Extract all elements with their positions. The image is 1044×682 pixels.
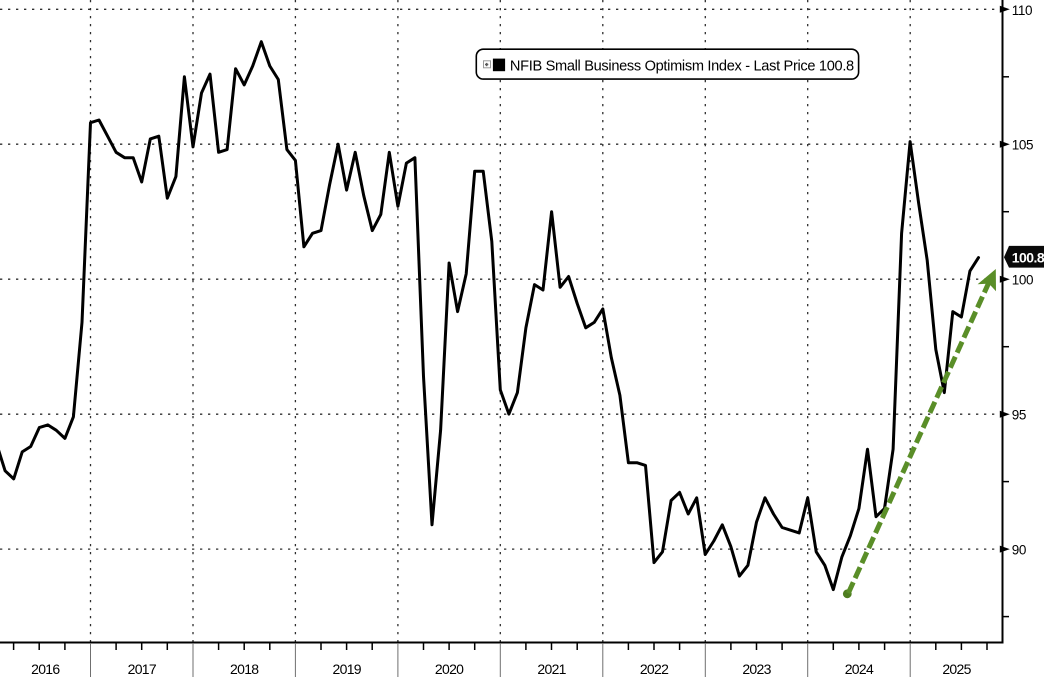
svg-text:2019: 2019 bbox=[333, 661, 362, 677]
svg-text:2017: 2017 bbox=[128, 661, 157, 677]
svg-text:2023: 2023 bbox=[742, 661, 771, 677]
svg-text:100: 100 bbox=[1012, 273, 1033, 288]
svg-text:2018: 2018 bbox=[230, 661, 259, 677]
svg-text:105: 105 bbox=[1012, 138, 1033, 153]
svg-text:2016: 2016 bbox=[31, 661, 60, 677]
svg-text:NFIB Small Business Optimism I: NFIB Small Business Optimism Index - Las… bbox=[510, 59, 854, 75]
svg-text:95: 95 bbox=[1012, 408, 1026, 423]
svg-text:2025: 2025 bbox=[942, 661, 971, 677]
svg-text:2020: 2020 bbox=[435, 661, 464, 677]
svg-text:100.8: 100.8 bbox=[1012, 249, 1044, 265]
svg-text:2024: 2024 bbox=[845, 661, 874, 677]
svg-text:90: 90 bbox=[1012, 543, 1026, 558]
svg-text:2021: 2021 bbox=[537, 661, 566, 677]
svg-text:110: 110 bbox=[1012, 3, 1032, 18]
svg-text:2022: 2022 bbox=[640, 661, 669, 677]
